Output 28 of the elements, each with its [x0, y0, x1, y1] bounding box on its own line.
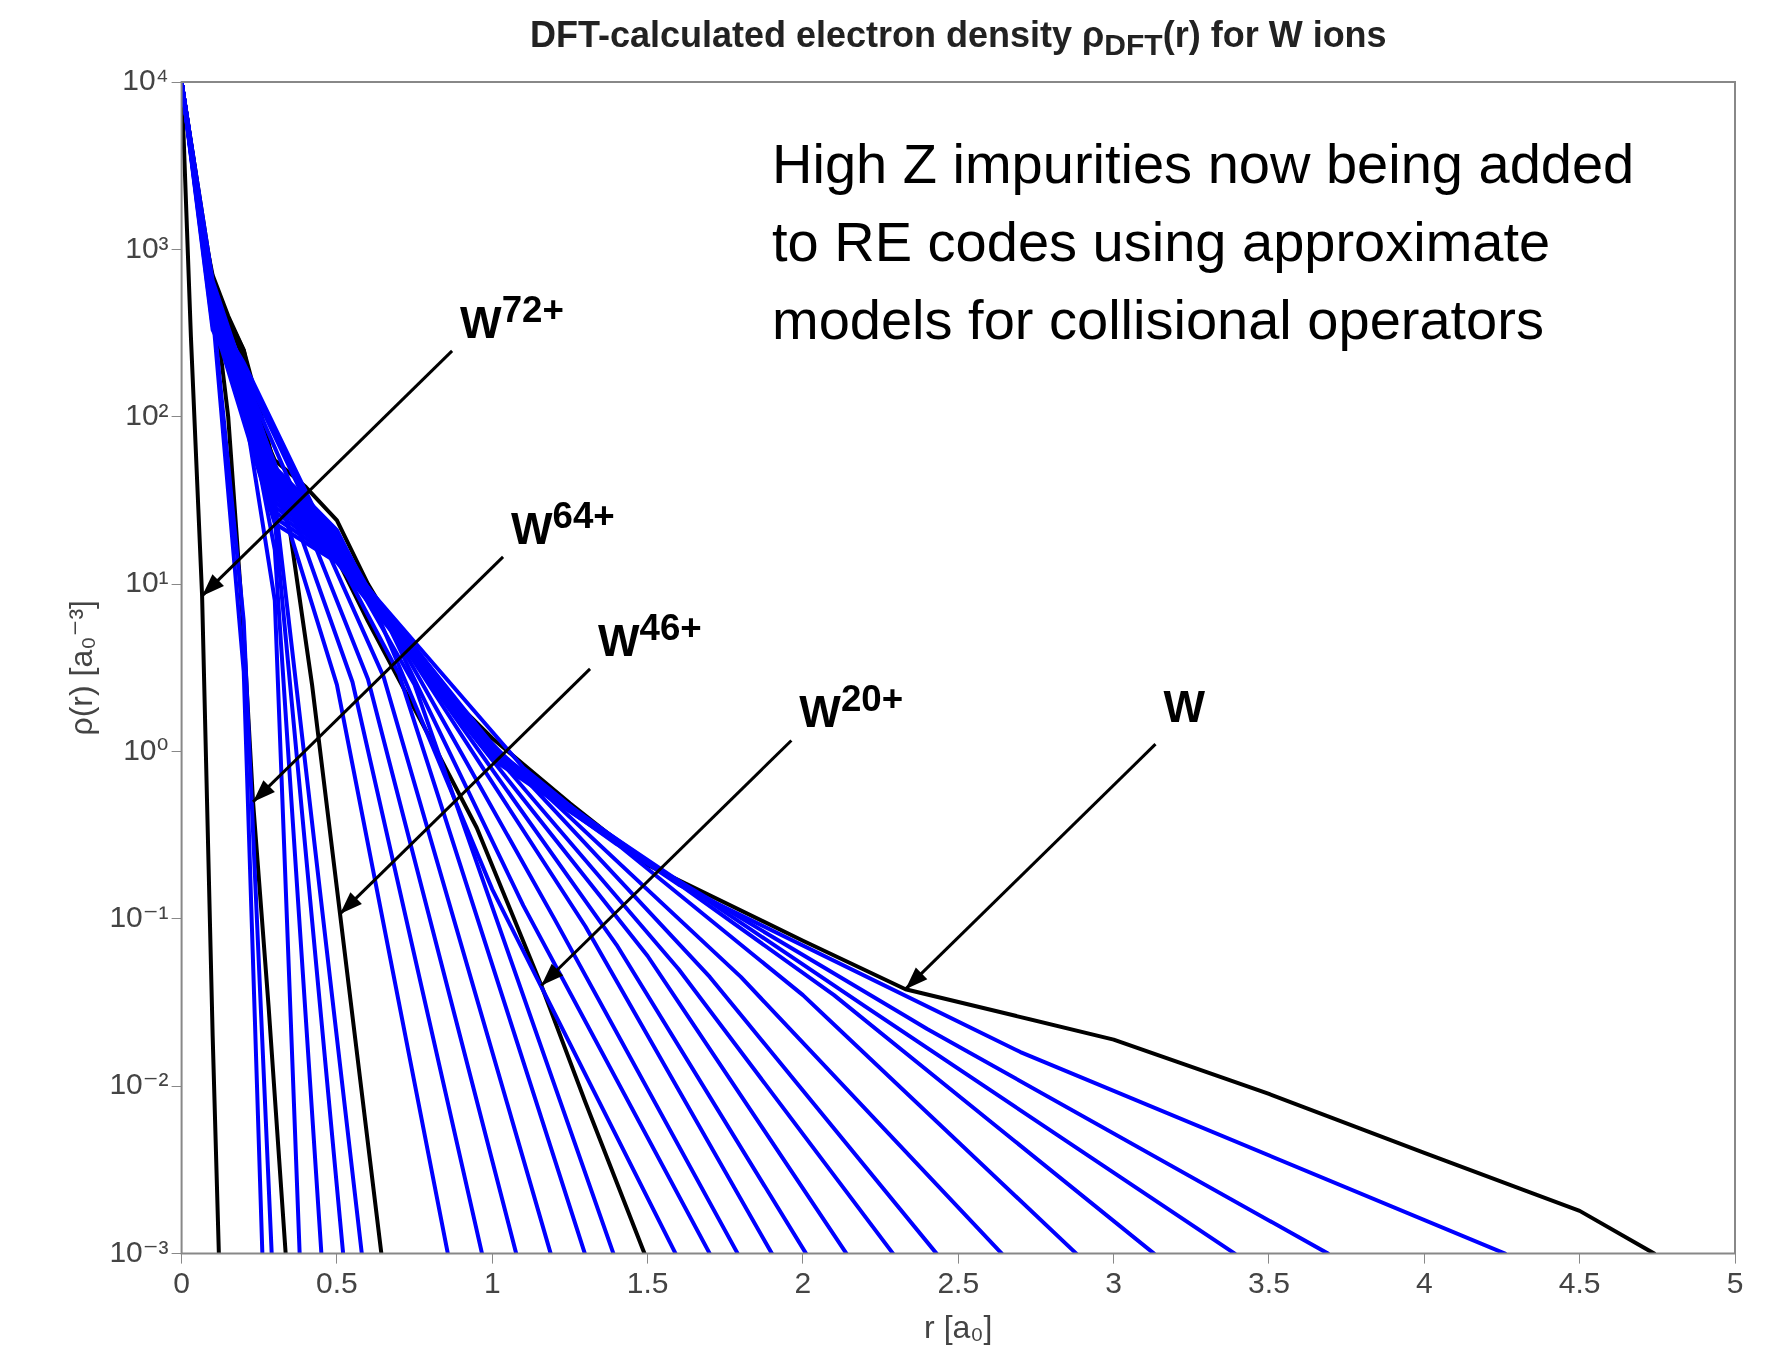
- x-tick-label: 0.5: [316, 1265, 358, 1299]
- x-tick-label: 1: [483, 1265, 501, 1299]
- x-tick-label: 2.5: [937, 1265, 980, 1299]
- x-tick-label: 2: [794, 1265, 812, 1299]
- x-tick-label: 3.5: [1248, 1265, 1290, 1299]
- annotation: W: [1163, 682, 1205, 733]
- y-tick-label: 10¹: [125, 565, 169, 599]
- x-tick-label: 0: [173, 1265, 190, 1299]
- y-tick-label: 10⁻²: [109, 1067, 169, 1101]
- y-tick-label: 10⁴: [122, 63, 169, 97]
- y-tick-label: 10²: [125, 398, 169, 432]
- y-tick-label: 10³: [125, 230, 169, 264]
- chart-title: DFT-calculated electron density ρ$_{DFT}$(r) for W ions: [528, 14, 1388, 63]
- x-tick-label: 4: [1415, 1265, 1433, 1299]
- y-tick-label: 10⁻³: [109, 1234, 169, 1268]
- x-tick-label: 3: [1105, 1265, 1122, 1299]
- y-tick-label: 10⁰: [123, 732, 169, 766]
- x-tick-label: 4.5: [1558, 1265, 1601, 1299]
- annotation: W$^{64+}$: [511, 494, 615, 554]
- annotation: W$^{20+}$: [799, 678, 904, 738]
- y-axis-title: ρ(r) [a₀⁻³]: [63, 600, 100, 736]
- annotation: W$^{72+}$: [460, 288, 564, 348]
- y-tick-label: 10⁻¹: [109, 900, 169, 934]
- x-tick-label: 5: [1726, 1265, 1744, 1299]
- annotation: High Z impurities now being added to RE codes using approximate models for collisional operators: [772, 131, 1636, 353]
- annotation: W$^{46+}$: [598, 606, 702, 666]
- x-axis-title: r [a₀]: [924, 1308, 993, 1345]
- x-tick-label: 1.5: [626, 1265, 669, 1299]
